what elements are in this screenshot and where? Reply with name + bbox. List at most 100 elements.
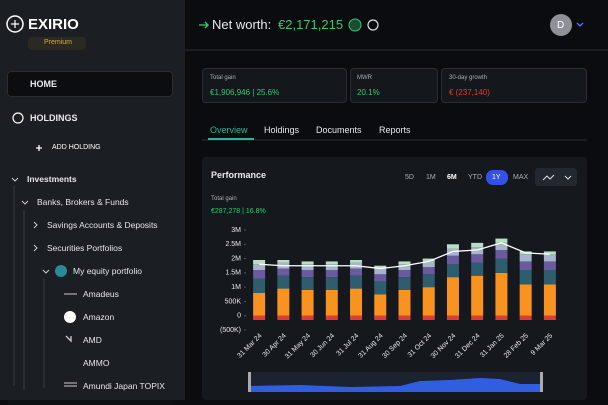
stat-label: 30-day growth [449, 75, 488, 81]
bar-segment [471, 242, 484, 248]
y-tick-label: 1M [231, 284, 241, 291]
nav-holdings[interactable]: HOLDINGS [30, 113, 78, 123]
bar-segment [422, 274, 435, 288]
holding[interactable]: Amadeus [83, 289, 119, 299]
bar-segment [446, 315, 459, 320]
x-tick-label: 31 Mar 24 [236, 332, 263, 359]
range[interactable]: MAX [513, 174, 529, 181]
holding[interactable]: AMD [83, 335, 102, 345]
bar-segment [301, 290, 314, 316]
sidebar [0, 0, 185, 400]
bar-segment [495, 272, 508, 316]
bar-segment [446, 248, 459, 256]
range[interactable]: 5D [405, 174, 414, 181]
bar-segment [471, 275, 484, 316]
bar-segment [543, 270, 556, 285]
bar-segment [422, 315, 435, 320]
bar-segment [325, 290, 338, 316]
stat-value: €1,906,946 | 25.6% [210, 88, 280, 97]
bar-segment [398, 315, 411, 320]
tab[interactable]: Holdings [264, 125, 300, 135]
x-tick-label: 30 Jun 24 [310, 332, 337, 359]
brand-name: EXIRIO [28, 16, 79, 33]
bar-segment [495, 242, 508, 250]
range[interactable]: 1M [426, 174, 436, 181]
bar-segment [495, 250, 508, 259]
y-tick-label: 3M [231, 227, 241, 234]
bar-segment [519, 315, 532, 320]
x-tick-label: 9 Mar 25 [530, 332, 555, 357]
bar-segment [471, 262, 484, 276]
bar-segment [301, 315, 314, 320]
y-tick-label: 1.5M [225, 270, 241, 277]
holding[interactable]: Amundi Japan TOPIX [83, 381, 165, 391]
holding[interactable]: Amazon [83, 312, 115, 322]
x-tick-label: 30 Sep 24 [381, 332, 409, 360]
bar-segment [519, 261, 532, 270]
y-tick-label: 500K [225, 298, 242, 305]
bar-segment [398, 264, 411, 270]
nav-home[interactable]: HOME [30, 79, 57, 89]
bar-segment [253, 292, 266, 316]
x-tick-label: 28 Feb 25 [503, 332, 530, 359]
bar-segment [398, 261, 411, 265]
bar-segment [446, 264, 459, 278]
bar-segment [277, 315, 290, 320]
bar-segment [350, 268, 363, 276]
holding[interactable]: AMMO [83, 358, 110, 368]
bar-segment [350, 260, 363, 263]
tree-item[interactable]: Investments [27, 174, 77, 184]
bar-segment [446, 255, 459, 265]
stat-label: Total gain [210, 75, 236, 81]
tree-item[interactable]: Securities Portfolios [47, 243, 123, 253]
bar-segment [398, 277, 411, 290]
bar-segment [543, 315, 556, 320]
bar-segment [543, 254, 556, 262]
bar-segment [471, 315, 484, 320]
stat-value: € (237,140) [449, 88, 490, 97]
bar-segment [301, 270, 314, 278]
bar-segment [301, 264, 314, 270]
bar-segment [446, 277, 459, 316]
avatar[interactable]: D [557, 20, 565, 31]
bar-segment [253, 260, 266, 265]
range[interactable]: 1Y [492, 174, 501, 181]
tab[interactable]: Documents [316, 125, 362, 135]
tab[interactable]: Overview [210, 125, 248, 135]
y-tick-label: 2M [231, 255, 241, 262]
bar-segment [277, 260, 290, 263]
net-worth-value: €2,171,215 [278, 17, 344, 32]
bar-segment [519, 270, 532, 285]
bar-segment [398, 270, 411, 278]
stat-label: MWR [357, 75, 372, 81]
add-button-label[interactable]: ADD HOLDING [52, 144, 101, 151]
bar-segment [543, 261, 556, 270]
x-tick-label: 30 Nov 24 [430, 332, 458, 360]
x-tick-label: 31 Dec 24 [454, 332, 482, 360]
x-tick-label: 31 Jul 24 [335, 332, 360, 357]
plan-badge [28, 37, 86, 50]
bar-segment [374, 268, 387, 275]
stat-value: 20.1% [357, 88, 380, 97]
home-item[interactable] [7, 71, 173, 97]
bar-segment [301, 277, 314, 290]
bar-segment [374, 265, 387, 269]
y-tick-label: 2.5M [225, 241, 241, 248]
tree-item[interactable]: Banks, Brokers & Funds [37, 197, 129, 207]
bar-segment [253, 270, 266, 279]
bar-segment [374, 315, 387, 320]
net-line [259, 242, 550, 270]
net-worth-label: Net worth: [212, 17, 272, 32]
bar-segment [325, 277, 338, 290]
bar-segment [253, 315, 266, 320]
range[interactable]: 6M [447, 174, 457, 181]
gain-label: Total gain [211, 196, 237, 202]
range[interactable]: YTD [468, 174, 482, 181]
bar-segment [374, 274, 387, 282]
y-tick-label: 0 [237, 313, 241, 320]
tree-item[interactable]: My equity portfolio [73, 266, 142, 276]
tab[interactable]: Reports [379, 125, 411, 135]
tree-item[interactable]: Savings Accounts & Deposits [47, 220, 158, 230]
bar-segment [325, 315, 338, 320]
